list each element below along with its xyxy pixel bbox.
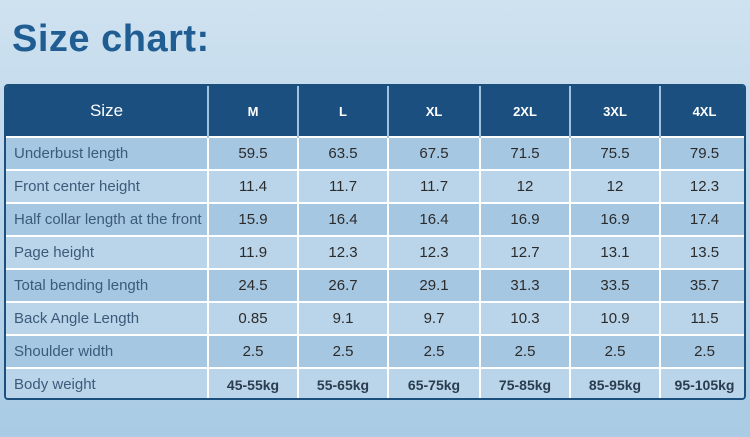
row-label: Back Angle Length — [6, 301, 209, 335]
header-cell-size: Size — [6, 86, 209, 137]
table-cell: 29.1 — [388, 268, 481, 302]
table-cell: 12.7 — [480, 235, 571, 269]
header-row: Size M L XL 2XL 3XL 4XL — [6, 86, 744, 137]
table-cell: 2.5 — [388, 334, 481, 368]
table-cell: 11.7 — [388, 169, 481, 203]
table-cell: 16.9 — [570, 202, 661, 236]
table-cell: 63.5 — [298, 136, 389, 170]
table-cell: 2.5 — [660, 334, 744, 368]
header-cell-m: M — [208, 86, 299, 137]
table-cell: 11.7 — [298, 169, 389, 203]
table-cell: 9.7 — [388, 301, 481, 335]
row-label: Total bending length — [6, 268, 209, 302]
table-cell: 13.5 — [660, 235, 744, 269]
table-row: Half collar length at the front 15.9 16.4 1… — [6, 202, 744, 236]
table-cell: 2.5 — [570, 334, 661, 368]
table-cell: 31.3 — [480, 268, 571, 302]
table-cell: 12.3 — [298, 235, 389, 269]
row-label: Front center height — [6, 169, 209, 203]
table-cell: 0.85 — [208, 301, 299, 335]
table-cell: 33.5 — [570, 268, 661, 302]
table-cell: 59.5 — [208, 136, 299, 170]
table-cell: 45-55kg — [208, 367, 299, 398]
table-row: Page height 11.9 12.3 12.3 12.7 13.1 13.5 — [6, 235, 744, 269]
table-cell: 13.1 — [570, 235, 661, 269]
table-cell: 26.7 — [298, 268, 389, 302]
table-cell: 55-65kg — [298, 367, 389, 398]
table-cell: 2.5 — [298, 334, 389, 368]
table-cell: 79.5 — [660, 136, 744, 170]
size-chart-table-container: Size M L XL 2XL 3XL 4XL Underbust length… — [4, 84, 746, 400]
table-row: Back Angle Length 0.85 9.1 9.7 10.3 10.9 11.5 — [6, 301, 744, 335]
table-cell: 12 — [480, 169, 571, 203]
table-row: Shoulder width 2.5 2.5 2.5 2.5 2.5 2.5 — [6, 334, 744, 368]
header-cell-xl: XL — [388, 86, 481, 137]
table-cell: 10.3 — [480, 301, 571, 335]
table-cell: 16.4 — [388, 202, 481, 236]
table-cell: 12.3 — [660, 169, 744, 203]
header-cell-3xl: 3XL — [570, 86, 661, 137]
table-cell: 12.3 — [388, 235, 481, 269]
table-cell: 35.7 — [660, 268, 744, 302]
header-cell-4xl: 4XL — [660, 86, 744, 137]
table-row: Body weight 45-55kg 55-65kg 65-75kg 75-85kg 8… — [6, 367, 744, 398]
table-row: Front center height 11.4 11.7 11.7 12 12 12.3 — [6, 169, 744, 203]
row-label: Page height — [6, 235, 209, 269]
table-row: Underbust length 59.5 63.5 67.5 71.5 75.5 79.5 — [6, 136, 744, 170]
table-cell: 16.9 — [480, 202, 571, 236]
table-cell: 67.5 — [388, 136, 481, 170]
table-cell: 75-85kg — [480, 367, 571, 398]
table-cell: 11.9 — [208, 235, 299, 269]
size-chart-table: Size M L XL 2XL 3XL 4XL Underbust length… — [6, 86, 744, 398]
table-cell: 16.4 — [298, 202, 389, 236]
table-cell: 71.5 — [480, 136, 571, 170]
table-cell: 12 — [570, 169, 661, 203]
table-cell: 9.1 — [298, 301, 389, 335]
table-cell: 11.5 — [660, 301, 744, 335]
header-cell-l: L — [298, 86, 389, 137]
table-cell: 2.5 — [208, 334, 299, 368]
table-cell: 17.4 — [660, 202, 744, 236]
table-row: Total bending length 24.5 26.7 29.1 31.3 33.5… — [6, 268, 744, 302]
table-cell: 95-105kg — [660, 367, 744, 398]
table-cell: 65-75kg — [388, 367, 481, 398]
row-label: Underbust length — [6, 136, 209, 170]
page-title: Size chart: — [12, 18, 210, 60]
table-cell: 15.9 — [208, 202, 299, 236]
header-cell-2xl: 2XL — [480, 86, 571, 137]
table-cell: 11.4 — [208, 169, 299, 203]
table-cell: 75.5 — [570, 136, 661, 170]
table-cell: 10.9 — [570, 301, 661, 335]
row-label: Half collar length at the front — [6, 202, 209, 236]
row-label: Shoulder width — [6, 334, 209, 368]
table-cell: 24.5 — [208, 268, 299, 302]
table-cell: 2.5 — [480, 334, 571, 368]
table-cell: 85-95kg — [570, 367, 661, 398]
row-label: Body weight — [6, 367, 209, 398]
